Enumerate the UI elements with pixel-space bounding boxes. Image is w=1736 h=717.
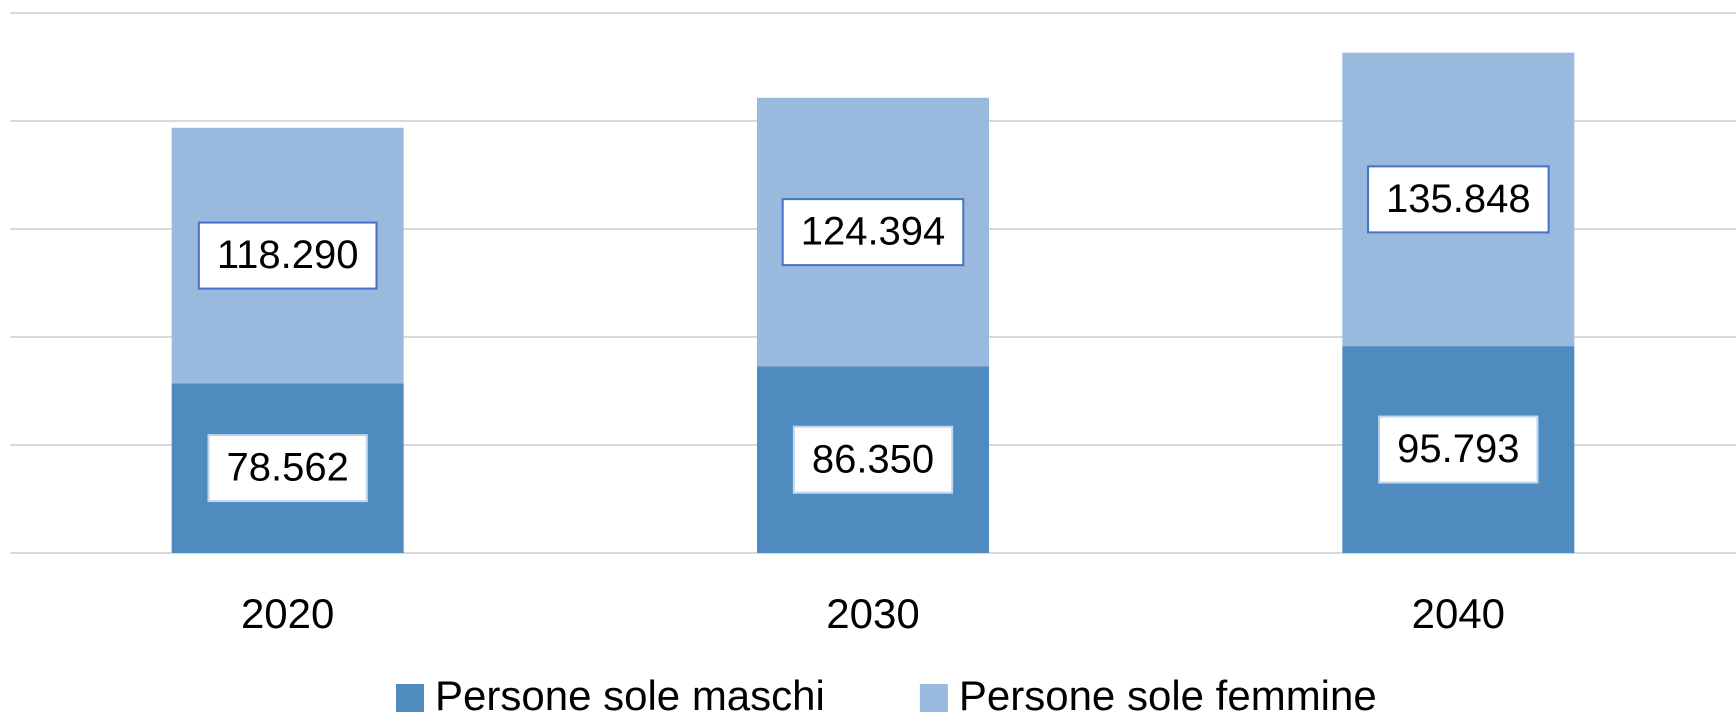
data-label-box [1367,165,1550,234]
legend-label: Persone sole femmine [959,672,1377,717]
x-tick-label: 2020 [241,590,334,637]
data-label-box [197,221,378,290]
data-label-box [1378,415,1539,484]
data-label: 86.350 [812,437,934,481]
data-label: 135.848 [1386,177,1531,221]
legend-swatch [919,684,948,712]
data-label: 78.562 [226,446,348,490]
data-label: 118.290 [217,233,359,277]
legend-swatch [396,684,424,712]
x-tick-label: 2040 [1412,590,1505,637]
data-label-box [781,198,965,267]
data-label-box [207,434,368,503]
data-label-box [792,425,954,494]
legend-label: Persone sole maschi [435,672,825,717]
x-tick-label: 2030 [826,590,919,637]
data-label: 95.793 [1397,427,1519,471]
data-label: 124.394 [801,210,946,254]
